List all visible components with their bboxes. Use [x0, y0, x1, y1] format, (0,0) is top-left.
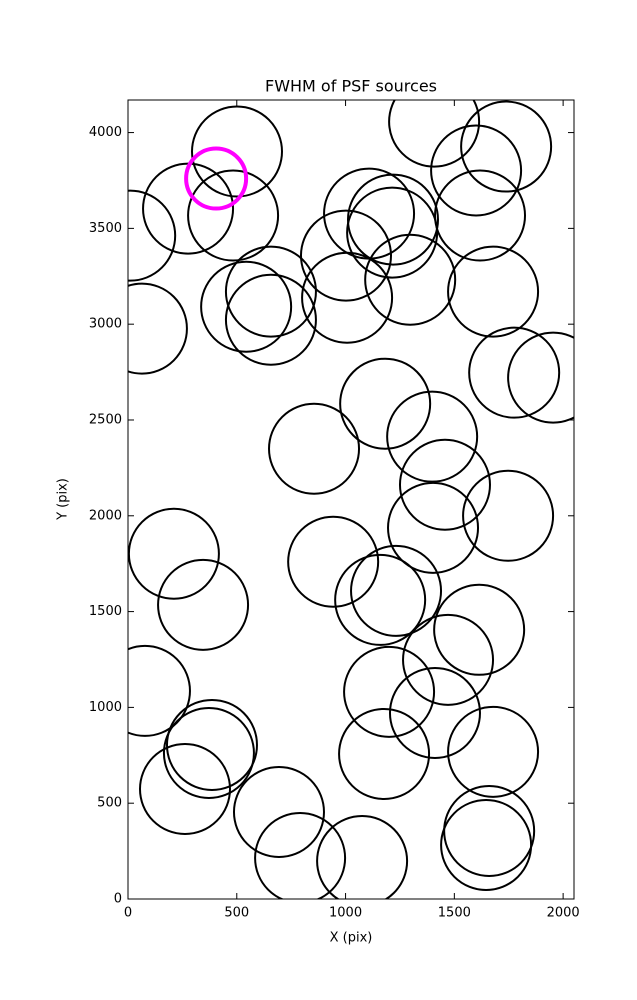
- x-tick-label: 500: [224, 906, 249, 921]
- psf-source: [440, 798, 533, 891]
- psf-source: [386, 390, 479, 483]
- psf-source: [287, 515, 380, 608]
- psf-source: [128, 507, 220, 600]
- psf-source: [462, 469, 555, 562]
- y-tick-label: 4000: [89, 125, 122, 140]
- psf-source: [343, 645, 436, 738]
- psf-source: [299, 209, 392, 302]
- psf-source: [254, 812, 347, 899]
- psf-source: [447, 705, 540, 798]
- psf-source: [387, 481, 480, 574]
- psf-source: [433, 583, 526, 676]
- y-tick-label: 2000: [89, 508, 122, 523]
- psf-source: [224, 273, 317, 366]
- psf-source: [316, 815, 409, 899]
- y-tick-label: 2500: [89, 412, 122, 427]
- psf-source: [200, 260, 293, 353]
- psf-source: [128, 282, 188, 375]
- y-tick-label: 0: [114, 892, 122, 907]
- psf-source: [165, 698, 258, 791]
- psf-source: [468, 326, 561, 419]
- psf-source: [350, 544, 443, 637]
- x-tick-label: 1000: [329, 906, 362, 921]
- psf-source: [338, 707, 431, 800]
- psf-source: [507, 331, 574, 424]
- psf-source: [162, 706, 255, 799]
- psf-source: [402, 613, 495, 706]
- psf-source: [128, 644, 191, 737]
- chart-title: FWHM of PSF sources: [265, 77, 437, 96]
- y-tick-label: 1500: [89, 604, 122, 619]
- axes-frame: [127, 99, 575, 900]
- psf-source: [364, 233, 457, 326]
- y-tick-label: 500: [97, 796, 122, 811]
- x-tick-label: 1500: [438, 906, 471, 921]
- psf-source: [430, 124, 523, 217]
- psf-source: [128, 189, 177, 282]
- psf-source: [447, 245, 540, 338]
- x-axis-label: X (pix): [330, 931, 373, 946]
- psf-source: [232, 766, 325, 859]
- psf-source: [346, 186, 439, 279]
- psf-source: [398, 438, 491, 531]
- psf-source: [388, 100, 481, 168]
- psf-source: [190, 105, 283, 198]
- x-tick-label: 2000: [547, 906, 580, 921]
- psf-source: [346, 173, 439, 266]
- x-tick-label: 0: [124, 906, 132, 921]
- psf-source: [139, 743, 232, 836]
- psf-source: [339, 357, 432, 450]
- psf-source: [187, 169, 280, 262]
- psf-source: [157, 558, 250, 651]
- y-tick-label: 3500: [89, 221, 122, 236]
- y-tick-label: 1000: [89, 700, 122, 715]
- plot-area: [128, 100, 574, 899]
- highlighted-source: [184, 146, 249, 211]
- y-tick-label: 3000: [89, 317, 122, 332]
- psf-source: [224, 245, 317, 338]
- psf-source: [268, 402, 361, 495]
- psf-source: [434, 169, 527, 262]
- psf-source: [388, 666, 481, 759]
- psf-source: [460, 100, 553, 193]
- psf-source: [334, 553, 427, 646]
- y-axis-label: Y (pix): [56, 478, 71, 521]
